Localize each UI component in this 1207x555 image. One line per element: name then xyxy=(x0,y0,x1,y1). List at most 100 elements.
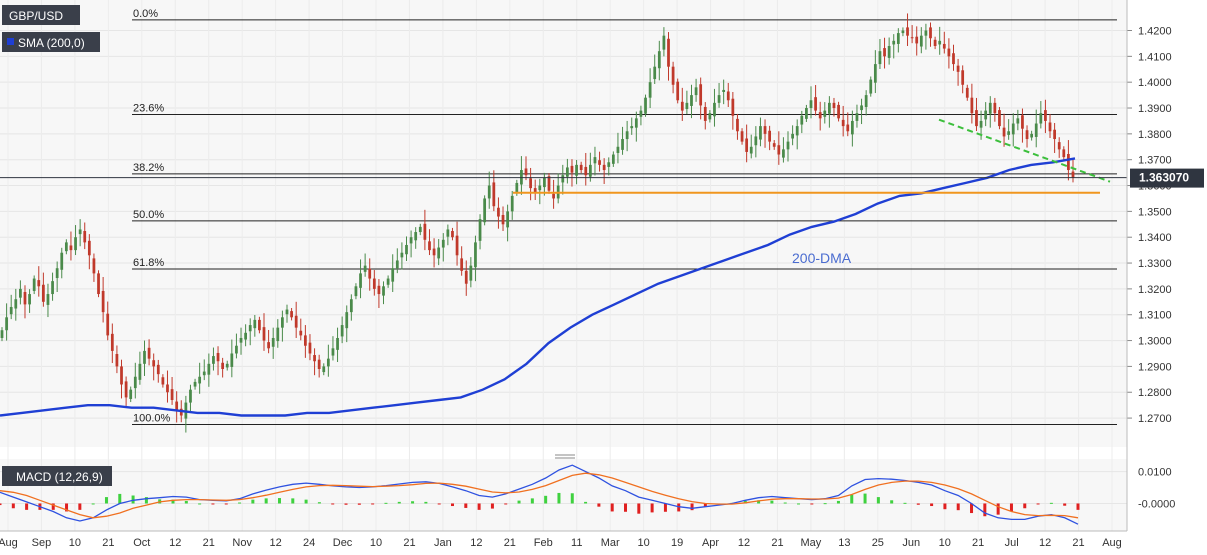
candle-body xyxy=(405,244,408,255)
candle-body xyxy=(708,113,712,120)
macd-histogram-bar xyxy=(1009,503,1013,512)
price-panel[interactable] xyxy=(0,0,1127,447)
candle-body xyxy=(809,100,813,109)
candle-body xyxy=(800,115,804,125)
candle-body xyxy=(492,182,496,207)
time-tick-label: 21 xyxy=(771,537,783,549)
candle-body xyxy=(961,70,965,85)
macd-histogram-bar xyxy=(584,501,588,504)
candle-body xyxy=(428,241,431,251)
candle-body xyxy=(634,118,638,128)
candle-body xyxy=(175,401,179,411)
macd-histogram-bar xyxy=(943,503,947,510)
candle-body xyxy=(552,193,555,199)
macd-histogram-bar xyxy=(996,503,1000,515)
candle-body xyxy=(745,138,749,152)
candle-body xyxy=(533,188,537,194)
candle-body xyxy=(386,278,390,285)
macd-histogram-bar xyxy=(983,503,987,517)
candle-body xyxy=(115,354,119,367)
candle-body xyxy=(501,214,505,225)
candlestick-series xyxy=(0,13,1075,433)
time-tick-label: 19 xyxy=(671,537,683,549)
candle-body xyxy=(414,232,418,241)
candle-body xyxy=(308,342,312,354)
candle-body xyxy=(869,79,873,94)
candle-body xyxy=(621,139,624,150)
macd-histogram-bar xyxy=(863,493,867,504)
sma-badge[interactable]: SMA (200,0) xyxy=(2,32,100,52)
price-tick-label: 1.3500 xyxy=(1138,206,1172,218)
candle-body xyxy=(110,333,114,351)
candle-body xyxy=(46,294,50,305)
time-tick-label: Sep xyxy=(32,537,52,549)
macd-histogram-bar xyxy=(1023,503,1027,509)
macd-histogram-bar xyxy=(797,503,801,505)
candle-body xyxy=(639,110,643,117)
candle-body xyxy=(910,37,914,39)
candle-body xyxy=(736,118,739,132)
candle-body xyxy=(391,268,395,282)
candle-body xyxy=(717,95,721,103)
candle-body xyxy=(938,40,942,45)
macd-panel[interactable] xyxy=(0,459,1127,531)
signal-line xyxy=(0,472,1079,519)
time-axis[interactable]: Aug Sep 10 21 Oct 12 21 Nov 12 24 Dec 10 21 Jan 12 21 Fe… xyxy=(0,530,1127,549)
macd-histogram-bar xyxy=(557,492,561,504)
candle-body xyxy=(855,113,859,121)
macd-histogram-bar xyxy=(770,500,774,504)
candle-body xyxy=(161,377,165,385)
candle-body xyxy=(593,157,597,164)
candle-body xyxy=(212,356,215,364)
candle-body xyxy=(1011,123,1015,135)
candle-body xyxy=(189,389,192,403)
candle-body xyxy=(239,337,243,343)
candle-body xyxy=(947,48,951,57)
candle-body xyxy=(588,164,592,177)
macd-histogram-bar xyxy=(783,502,787,504)
candle-body xyxy=(336,337,339,350)
macd-histogram-bar xyxy=(1063,503,1067,506)
candle-body xyxy=(32,278,36,291)
candle-body xyxy=(952,53,955,65)
price-tick-label: 1.2800 xyxy=(1138,387,1172,399)
price-tag-bg xyxy=(1130,168,1204,188)
candle-body xyxy=(814,97,817,111)
macd-label: MACD (12,26,9) xyxy=(16,470,103,484)
price-tick-label: 1.3000 xyxy=(1138,336,1172,348)
candle-body xyxy=(281,317,284,328)
candle-body xyxy=(152,360,156,367)
candle-body xyxy=(166,384,169,393)
macd-histogram-bar xyxy=(810,503,814,505)
candle-body xyxy=(726,91,730,101)
candle-body xyxy=(759,126,762,140)
candle-body xyxy=(313,355,316,362)
time-tick-label: 21 xyxy=(1072,537,1084,549)
candle-body xyxy=(694,87,698,96)
macd-histogram-bar xyxy=(836,500,840,504)
time-tick-label: Feb xyxy=(534,537,553,549)
time-tick-label: Jun xyxy=(902,537,920,549)
candle-body xyxy=(850,120,854,135)
time-tick-label: Jul xyxy=(1005,537,1019,549)
macd-badge[interactable]: MACD (12,26,9) xyxy=(2,466,112,486)
candle-body xyxy=(979,120,983,128)
candle-body xyxy=(818,112,822,119)
time-tick-label: Jan xyxy=(434,537,452,549)
candle-body xyxy=(69,245,73,251)
candle-body xyxy=(786,141,790,150)
symbol-badge[interactable]: GBP/USD xyxy=(2,5,80,25)
price-tick-label: 1.4100 xyxy=(1138,51,1172,63)
candle-body xyxy=(906,27,909,36)
candle-body xyxy=(349,299,353,313)
macd-histogram-bar xyxy=(970,503,974,514)
macd-histogram-bar xyxy=(411,501,415,504)
candle-body xyxy=(359,273,362,288)
price-tick-label: 1.3100 xyxy=(1138,310,1172,322)
candle-body xyxy=(1053,129,1056,140)
time-tick-label: Nov xyxy=(232,537,252,549)
candle-body xyxy=(1007,131,1011,135)
time-tick-label: Dec xyxy=(333,537,353,549)
